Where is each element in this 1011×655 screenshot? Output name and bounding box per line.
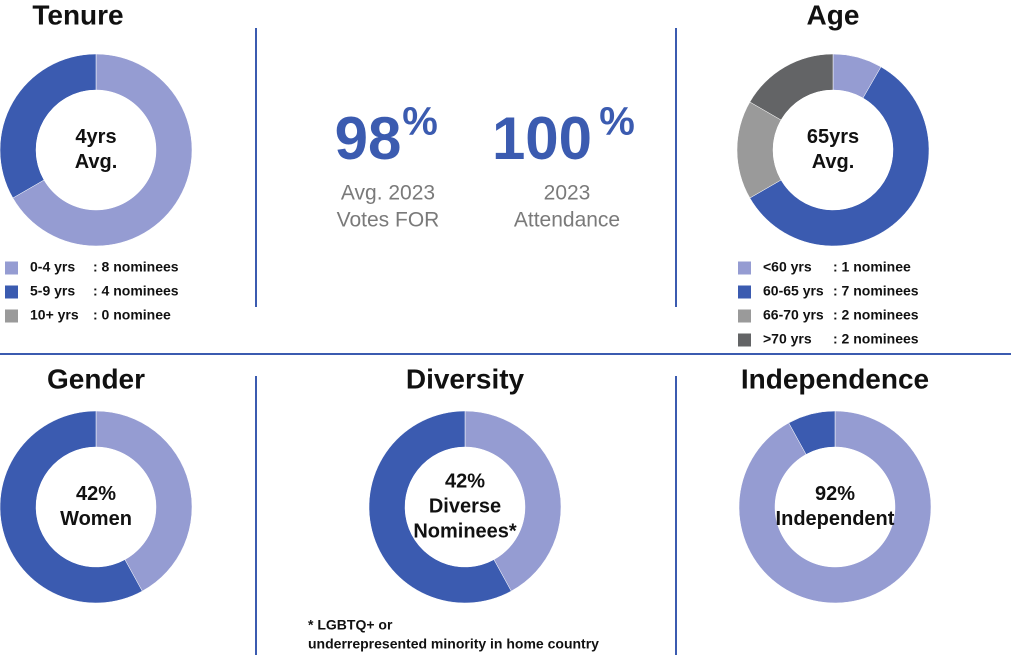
legend-value: : 2 nominees bbox=[833, 331, 919, 347]
legend-value: : 0 nominee bbox=[93, 307, 171, 323]
legend-value: : 4 nominees bbox=[93, 283, 179, 299]
legend-swatch bbox=[5, 309, 18, 323]
stat-label: Votes FOR bbox=[337, 209, 440, 232]
center-label: 42% bbox=[76, 483, 116, 505]
donut-hole bbox=[773, 90, 893, 210]
chart-title: Diversity bbox=[406, 363, 525, 394]
footnote: * LGBTQ+ or bbox=[308, 617, 393, 633]
stat-value: 100 bbox=[492, 105, 592, 172]
legend-swatch bbox=[738, 309, 751, 323]
legend-value: : 1 nominee bbox=[833, 259, 911, 275]
stat-value: 98 bbox=[335, 105, 402, 172]
center-label: 4yrs bbox=[75, 126, 116, 148]
stat-unit: % bbox=[599, 100, 635, 144]
donut-hole bbox=[36, 90, 156, 210]
legend-swatch bbox=[738, 261, 751, 275]
center-label: Avg. bbox=[812, 151, 855, 173]
chart-title: Age bbox=[807, 0, 860, 30]
stat-label: Attendance bbox=[514, 209, 620, 232]
donut-hole bbox=[775, 447, 895, 567]
legend-value: : 8 nominees bbox=[93, 259, 179, 275]
legend-swatch bbox=[5, 261, 18, 275]
center-label: Avg. bbox=[75, 151, 118, 173]
legend-label: 0-4 yrs bbox=[30, 259, 75, 275]
donut-hole bbox=[405, 447, 525, 567]
legend-label: 66-70 yrs bbox=[763, 307, 824, 323]
legend-swatch bbox=[738, 333, 751, 347]
chart-title: Independence bbox=[741, 363, 929, 394]
legend-swatch bbox=[738, 285, 751, 299]
center-label: 42% bbox=[445, 470, 485, 492]
center-label: Women bbox=[60, 508, 132, 530]
center-label: Nominees* bbox=[413, 520, 517, 542]
legend-value: : 2 nominees bbox=[833, 307, 919, 323]
stat-label: Avg. 2023 bbox=[341, 182, 435, 205]
donut-hole bbox=[36, 447, 156, 567]
stat-label: 2023 bbox=[544, 182, 591, 205]
legend-label: 5-9 yrs bbox=[30, 283, 75, 299]
chart-title: Tenure bbox=[32, 0, 123, 30]
center-label: 92% bbox=[815, 483, 855, 505]
legend-value: : 7 nominees bbox=[833, 283, 919, 299]
legend-label: >70 yrs bbox=[763, 331, 812, 347]
chart-title: Gender bbox=[47, 363, 145, 394]
legend-label: <60 yrs bbox=[763, 259, 812, 275]
footnote: underrepresented minority in home countr… bbox=[308, 636, 599, 652]
legend-label: 10+ yrs bbox=[30, 307, 79, 323]
center-label: Independent bbox=[776, 508, 895, 530]
center-label: 65yrs bbox=[807, 126, 859, 148]
stat-unit: % bbox=[402, 100, 438, 144]
center-label: Diverse bbox=[429, 495, 501, 517]
legend-swatch bbox=[5, 285, 18, 299]
legend-label: 60-65 yrs bbox=[763, 283, 824, 299]
